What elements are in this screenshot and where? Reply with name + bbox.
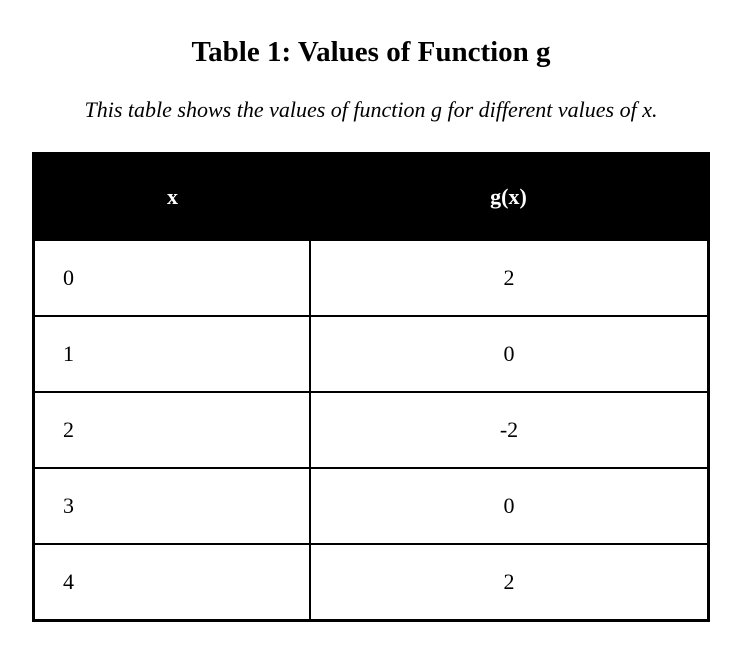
table-caption: This table shows the values of function … (84, 97, 658, 122)
cell-gx: 0 (309, 315, 710, 393)
cell-gx: 2 (309, 543, 710, 622)
cell-x: 3 (32, 467, 311, 545)
table-row: 2 -2 (32, 391, 710, 469)
values-table: x g(x) 0 2 1 0 2 -2 3 0 4 2 (32, 152, 710, 622)
cell-x: 1 (32, 315, 311, 393)
header-x: x (33, 153, 310, 240)
cell-x: 4 (32, 543, 311, 622)
cell-gx: 0 (309, 467, 710, 545)
cell-x: 0 (32, 239, 311, 317)
cell-x: 2 (32, 391, 311, 469)
cell-gx: 2 (309, 239, 710, 317)
table-title: Table 1: Values of Function g (191, 36, 551, 68)
cell-gx: -2 (309, 391, 710, 469)
header-row: x g(x) (33, 153, 709, 240)
header-gx: g(x) (310, 153, 709, 240)
